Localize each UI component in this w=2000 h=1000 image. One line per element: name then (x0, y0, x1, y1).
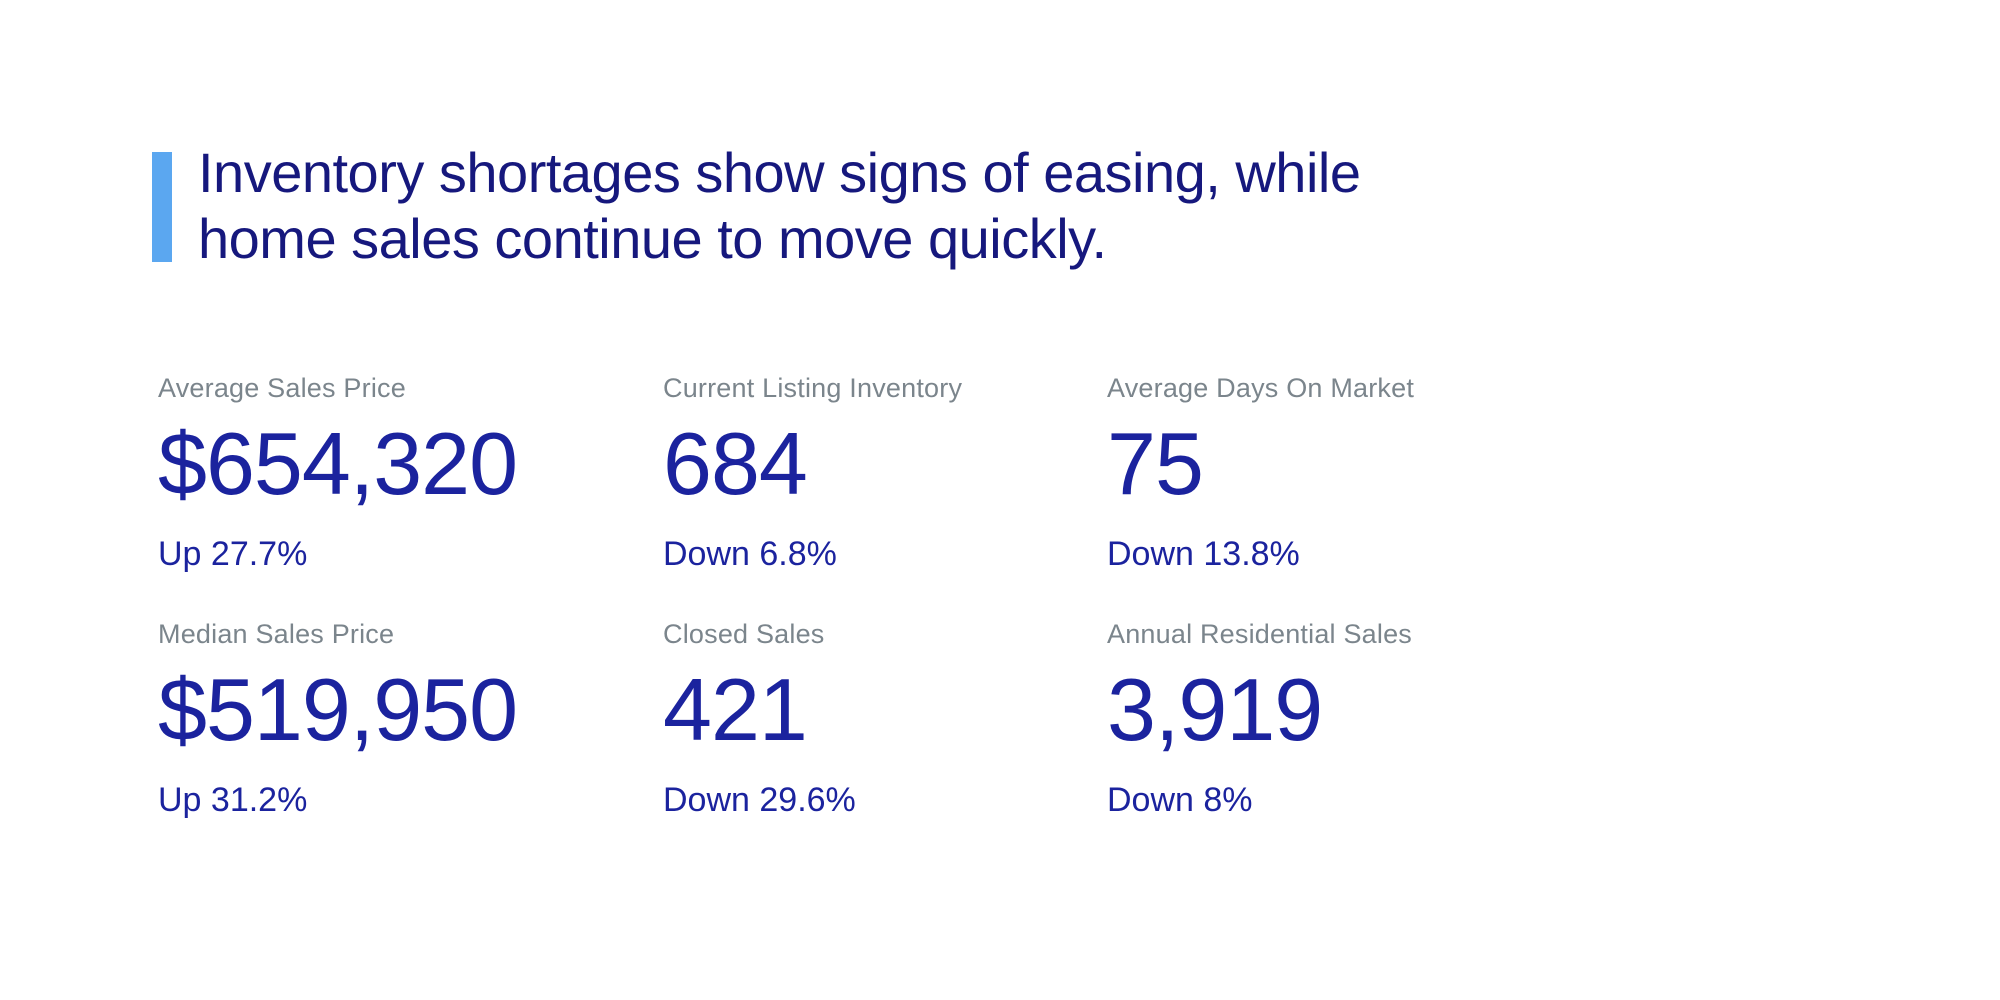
stat-label: Average Sales Price (158, 373, 406, 403)
stat-label: Closed Sales (663, 619, 825, 649)
stat-value: 421 (663, 660, 808, 759)
stat-label: Annual Residential Sales (1107, 619, 1412, 649)
headline: Inventory shortages show signs of easing… (152, 140, 1361, 272)
headline-line-2: home sales continue to move quickly. (198, 207, 1107, 270)
headline-line-1: Inventory shortages show signs of easing… (198, 141, 1361, 204)
stat-median-sales-price: Median Sales Price $519,950 Up 31.2% (158, 618, 663, 820)
stat-change: Up 31.2% (158, 781, 308, 819)
stat-value: $519,950 (158, 660, 518, 759)
stat-average-days-on-market: Average Days On Market 75 Down 13.8% (1107, 372, 1607, 574)
stat-value: 75 (1107, 414, 1204, 513)
stat-current-listing-inventory: Current Listing Inventory 684 Down 6.8% (663, 372, 1107, 574)
stat-annual-residential-sales: Annual Residential Sales 3,919 Down 8% (1107, 618, 1607, 820)
stat-closed-sales: Closed Sales 421 Down 29.6% (663, 618, 1107, 820)
stat-change: Down 8% (1107, 781, 1253, 819)
headline-accent-bar (152, 152, 172, 262)
stat-change: Up 27.7% (158, 535, 308, 573)
stat-label: Average Days On Market (1107, 373, 1415, 403)
stat-label: Median Sales Price (158, 619, 395, 649)
stats-grid: Average Sales Price $654,320 Up 27.7% Cu… (158, 372, 1607, 820)
stat-change: Down 29.6% (663, 781, 856, 819)
stat-change: Down 13.8% (1107, 535, 1300, 573)
stat-value: $654,320 (158, 414, 518, 513)
headline-text: Inventory shortages show signs of easing… (198, 140, 1361, 272)
stat-change: Down 6.8% (663, 535, 837, 573)
stat-value: 684 (663, 414, 808, 513)
stat-value: 3,919 (1107, 660, 1323, 759)
stat-label: Current Listing Inventory (663, 373, 963, 403)
stat-average-sales-price: Average Sales Price $654,320 Up 27.7% (158, 372, 663, 574)
